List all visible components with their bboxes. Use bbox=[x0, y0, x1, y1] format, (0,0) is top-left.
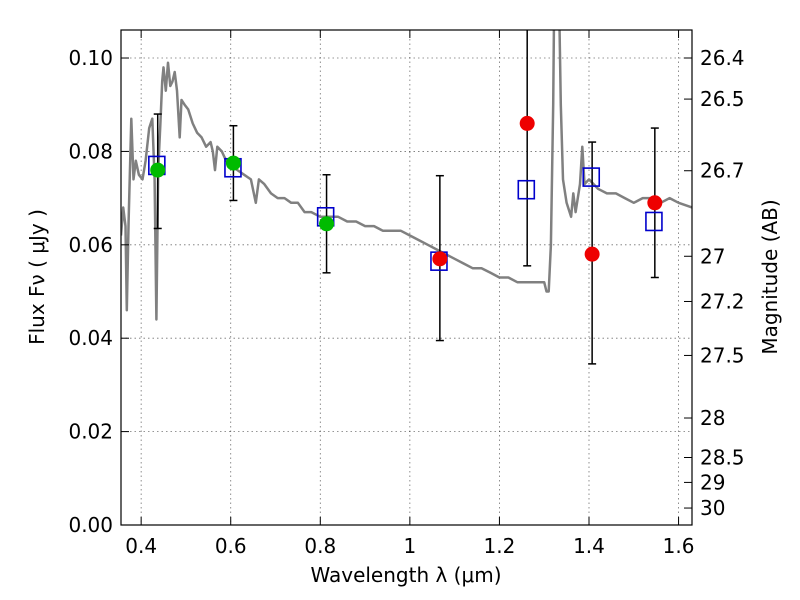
right-tick-label: 27 bbox=[700, 244, 725, 268]
observed-photometry-point bbox=[432, 251, 448, 267]
right-tick-label: 28.5 bbox=[700, 445, 745, 469]
x-tick-label: 0.4 bbox=[125, 534, 157, 558]
plot-background bbox=[121, 30, 692, 525]
right-tick-label: 26.7 bbox=[700, 159, 745, 183]
observed-photometry-point bbox=[584, 246, 600, 262]
model-photometry-square bbox=[582, 167, 601, 187]
observed-photometry-point bbox=[519, 115, 535, 131]
data-layer bbox=[121, 30, 692, 365]
y-axis-title: Flux Fν ( μJy ) bbox=[25, 209, 49, 345]
observed-photometry-point bbox=[225, 155, 241, 171]
model-photometry-square bbox=[645, 211, 663, 232]
y-tick-label: 0.04 bbox=[68, 326, 113, 350]
x-axis-title: Wavelength λ (μm) bbox=[310, 563, 501, 587]
y-tick-label: 0.08 bbox=[68, 139, 113, 163]
x-tick-label: 1.2 bbox=[484, 534, 516, 558]
right-tick-label: 29 bbox=[700, 470, 725, 494]
x-tick-label: 0.6 bbox=[215, 534, 247, 558]
right-tick-label: 28 bbox=[700, 406, 725, 430]
data-markers bbox=[148, 115, 663, 271]
right-tick-label: 30 bbox=[700, 496, 725, 520]
model-photometry-square bbox=[517, 179, 536, 200]
right-axis-title: Magnitude (AB) bbox=[758, 199, 782, 354]
observed-photometry-point bbox=[150, 162, 166, 178]
right-tick-label: 26.4 bbox=[700, 46, 745, 70]
right-tick-label: 27.5 bbox=[700, 343, 745, 367]
x-tick-label: 1.4 bbox=[573, 534, 605, 558]
x-tick-label: 1 bbox=[403, 534, 416, 558]
y-tick-label: 0.00 bbox=[68, 513, 113, 537]
right-tick-label: 26.5 bbox=[700, 87, 745, 111]
y-tick-label: 0.06 bbox=[68, 233, 113, 257]
y-tick-label: 0.10 bbox=[68, 46, 113, 70]
y-tick-label: 0.02 bbox=[68, 420, 113, 444]
plot-frame bbox=[120, 29, 693, 526]
observed-photometry-point bbox=[319, 216, 335, 232]
model-spectrum-line bbox=[121, 30, 692, 321]
tick-labels: 0.4 0.6 0.8 1 1.2 1.4 1.6 0.00 0.02 0.04 0.06 0.08 0… bbox=[68, 46, 744, 558]
observed-photometry-point bbox=[647, 195, 663, 211]
right-tick-label: 27.2 bbox=[700, 289, 745, 313]
x-tick-label: 0.8 bbox=[304, 534, 336, 558]
axis-ticks bbox=[121, 30, 692, 526]
x-tick-label: 1.6 bbox=[663, 534, 695, 558]
